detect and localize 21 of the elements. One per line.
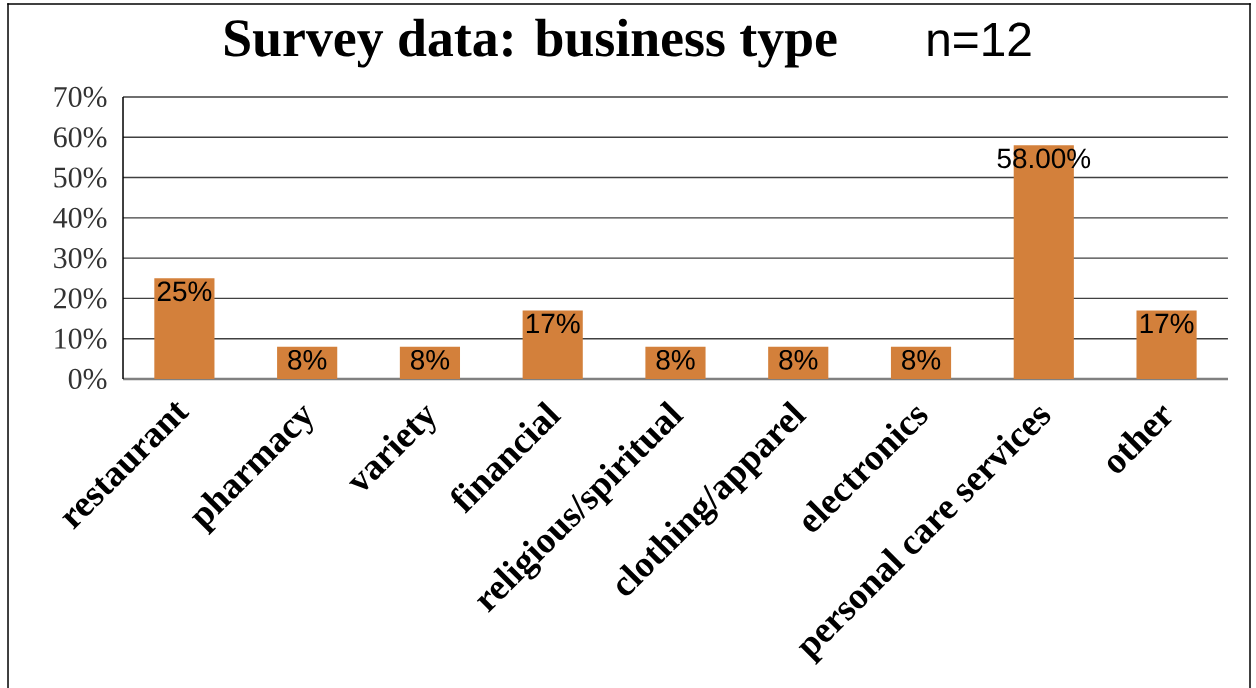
data-label: 25%	[157, 281, 212, 302]
data-label: 17%	[526, 313, 580, 334]
data-label: 8%	[656, 349, 695, 370]
y-tick-label: 60%	[53, 127, 107, 148]
bar	[522, 310, 583, 379]
y-tick-label: 50%	[54, 167, 107, 188]
data-label: 17%	[1140, 313, 1194, 334]
y-tick-label: 70%	[54, 86, 107, 108]
y-tick-label: 20%	[54, 288, 107, 309]
data-label: 8%	[411, 349, 450, 370]
chart-title: Survey data: business type	[225, 18, 837, 68]
data-label: 8%	[779, 349, 818, 370]
y-tick-label: 0%	[68, 368, 107, 390]
bar	[154, 278, 215, 379]
bar	[1136, 310, 1197, 379]
data-label: 8%	[288, 349, 327, 370]
y-tick-label: 30%	[54, 248, 107, 269]
y-tick-label: 40%	[53, 207, 107, 228]
chart-subtitle: n=12	[928, 22, 1031, 56]
y-tick-label: 10%	[55, 328, 107, 349]
data-label: 8%	[902, 349, 941, 370]
